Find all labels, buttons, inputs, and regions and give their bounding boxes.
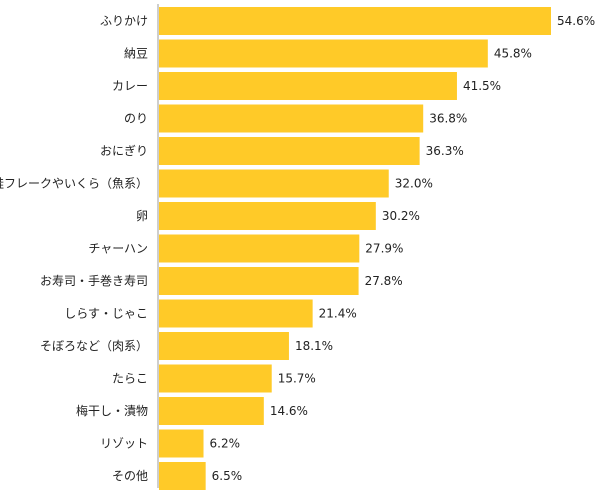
value-label: 6.2% xyxy=(210,437,241,451)
bar-14 xyxy=(159,462,206,490)
bar-1 xyxy=(159,39,488,68)
value-label: 41.5% xyxy=(463,79,501,93)
category-label: リゾット xyxy=(100,437,148,451)
value-label: 21.4% xyxy=(319,307,357,321)
category-label: しらす・じゃこ xyxy=(64,307,148,321)
bar-6 xyxy=(159,202,376,230)
bar-2 xyxy=(159,72,457,100)
category-label: たらこ xyxy=(112,372,148,386)
category-label: のり xyxy=(124,112,148,126)
bar-10 xyxy=(159,332,289,360)
bar-12 xyxy=(159,397,264,425)
category-label: カレー xyxy=(112,79,148,93)
value-label: 45.8% xyxy=(494,47,532,61)
bar-0 xyxy=(159,7,551,35)
value-labels: 54.6% 45.8% 41.5% 36.8% 36.3% 32.0% 30.2% 27.9%… xyxy=(210,14,596,483)
category-label: そぼろなど（肉系） xyxy=(40,339,148,353)
value-label: 18.1% xyxy=(295,339,333,353)
bar-13 xyxy=(159,429,204,458)
category-label: ふりかけ xyxy=(100,14,148,28)
bar-9 xyxy=(159,299,313,328)
category-label: おにぎり xyxy=(100,144,148,158)
category-label: その他 xyxy=(112,469,148,483)
value-label: 27.9% xyxy=(365,242,403,256)
value-label: 36.8% xyxy=(429,112,467,126)
bar-3 xyxy=(159,104,424,133)
bar-5 xyxy=(159,169,389,198)
category-label: チャーハン xyxy=(88,242,148,256)
category-label: 鮭フレークやいくら（魚系） xyxy=(0,176,148,191)
value-label: 6.5% xyxy=(212,469,243,483)
bar-4 xyxy=(159,137,420,165)
value-label: 27.8% xyxy=(365,274,403,288)
bar-8 xyxy=(159,267,359,295)
value-label: 15.7% xyxy=(278,372,316,386)
value-label: 54.6% xyxy=(557,14,595,28)
category-label: 卵 xyxy=(136,209,148,223)
category-label: お寿司・手巻き寿司 xyxy=(40,274,148,288)
value-label: 36.3% xyxy=(426,144,464,158)
bar-7 xyxy=(159,234,360,263)
value-label: 14.6% xyxy=(270,404,308,418)
category-label: 梅干し・漬物 xyxy=(76,403,148,418)
value-label: 32.0% xyxy=(395,177,433,191)
bars xyxy=(159,7,551,490)
category-label: 納豆 xyxy=(124,47,148,61)
value-label: 30.2% xyxy=(382,209,420,223)
bar-11 xyxy=(159,364,272,393)
